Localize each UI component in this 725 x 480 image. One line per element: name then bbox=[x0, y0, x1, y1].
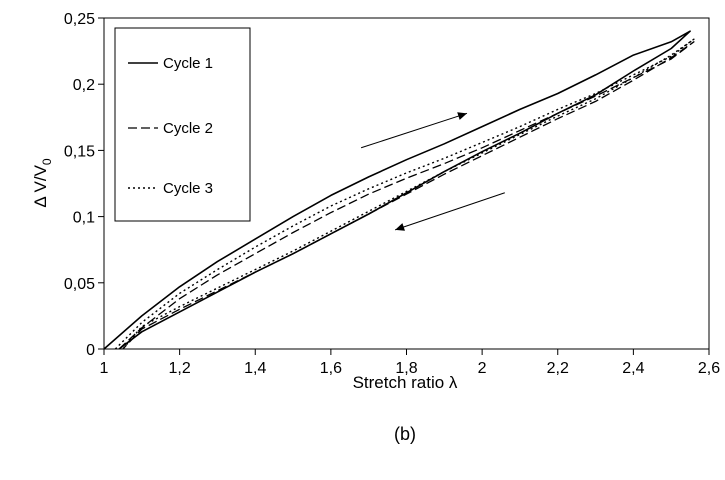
y-tick-label: 0,15 bbox=[64, 143, 95, 160]
series-line-cycle-2 bbox=[118, 41, 695, 350]
x-axis-title: Stretch ratio λ bbox=[353, 373, 458, 392]
y-axis-title-main: Δ V/V bbox=[31, 164, 50, 207]
x-axis-ticks: 1 1,2 1,4 1,6 1,8 2 2,2 2,4 2,6 bbox=[100, 349, 720, 377]
legend-label-cycle-3: Cycle 3 bbox=[163, 180, 213, 197]
series-lines bbox=[103, 30, 695, 350]
y-tick-label: 0,1 bbox=[73, 210, 95, 227]
y-axis-title-subscript: 0 bbox=[40, 158, 54, 165]
x-tick-label: 2 bbox=[478, 360, 487, 377]
x-tick-label: 1 bbox=[100, 360, 109, 377]
arrow-head-unloading bbox=[395, 223, 405, 231]
y-tick-label: 0,05 bbox=[64, 276, 95, 293]
legend-label-cycle-1: Cycle 1 bbox=[163, 55, 213, 72]
x-tick-label: 1,6 bbox=[320, 360, 342, 377]
x-tick-label: 2,4 bbox=[622, 360, 644, 377]
legend-box bbox=[114, 27, 251, 222]
arrow-head-loading bbox=[457, 112, 467, 120]
x-tick-label: 2,2 bbox=[547, 360, 569, 377]
series-line-cycle-3 bbox=[114, 38, 695, 350]
y-tick-label: 0,25 bbox=[64, 11, 95, 28]
x-tick-label: 1,2 bbox=[169, 360, 191, 377]
panel-label: (b) bbox=[394, 424, 416, 444]
x-tick-label: 1,8 bbox=[395, 360, 417, 377]
arrow-shaft-unloading bbox=[394, 192, 505, 231]
y-tick-label: 0,2 bbox=[73, 77, 95, 94]
y-axis-title: Δ V/V0 bbox=[31, 158, 54, 208]
legend-label-cycle-2: Cycle 2 bbox=[163, 120, 213, 137]
y-axis-ticks: 0 0,05 0,1 0,15 0,2 0,25 bbox=[64, 11, 104, 359]
x-tick-label: 2,6 bbox=[698, 360, 720, 377]
direction-arrows bbox=[360, 112, 505, 231]
arrow-shaft-loading bbox=[360, 112, 468, 149]
legend: Cycle 1 Cycle 2 Cycle 3 bbox=[114, 27, 251, 222]
y-tick-label: 0 bbox=[86, 342, 95, 359]
x-tick-label: 1,4 bbox=[244, 360, 266, 377]
